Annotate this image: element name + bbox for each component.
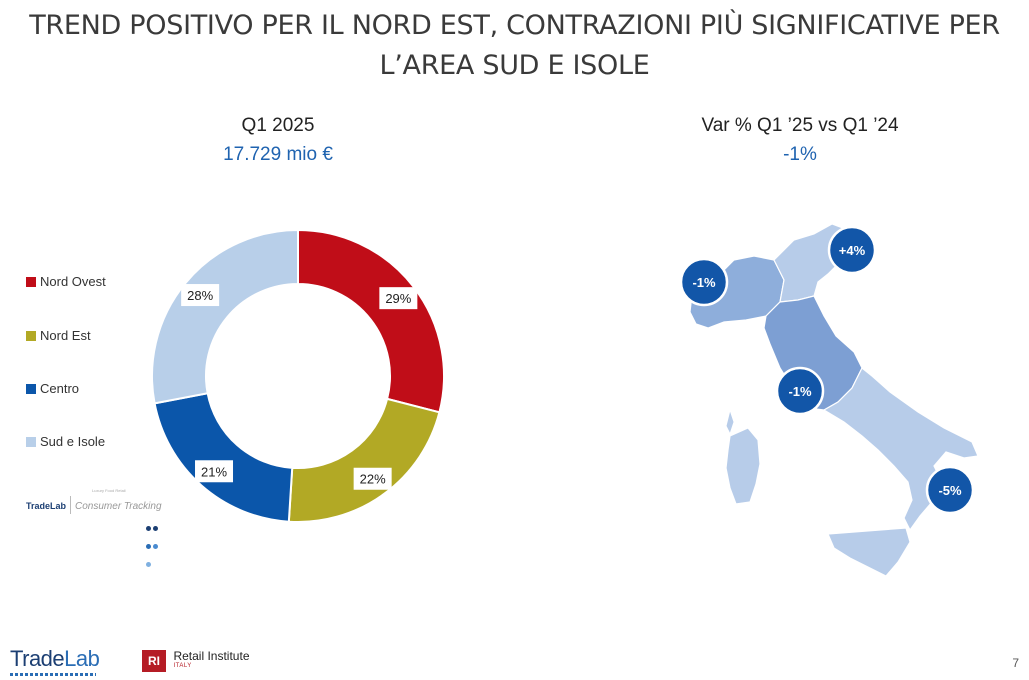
badge-label: +4% [839,243,866,258]
tradelab-dotted-underline [10,673,96,676]
slice-label-box [181,284,220,307]
slice-label-box [195,460,234,483]
legend-swatch [26,277,36,287]
badge-label: -1% [788,384,812,399]
legend-label: Centro [40,381,80,396]
legend-item-nord-est: Nord Est [26,328,91,343]
title-line-2: L’AREA SUD E ISOLE [379,50,650,81]
ri-mark: RI [142,650,166,672]
region-sud [822,367,979,532]
page-number: 7 [1012,656,1019,670]
map-badges: -1% +4% -1% -5% [679,225,975,515]
italy-regions [689,223,979,577]
legend-label: Nord Ovest [40,274,106,289]
slice-label: 22% [353,467,392,490]
badge-label: -1% [692,275,716,290]
slice-label: 28% [181,284,220,307]
slice-label-text: 22% [360,472,386,487]
legend-item-nord-ovest: Nord Ovest [26,274,106,289]
badge-circle [679,257,729,307]
legend-swatch [26,437,36,447]
badge-circle [827,225,877,275]
slice-label-text: 21% [201,464,227,479]
title-line-1: TREND POSITIVO PER IL NORD EST, CONTRAZI… [29,10,1000,41]
badge-circle [775,366,825,416]
legend-item-centro: Centro [26,381,79,396]
period-label: Q1 2025 [241,115,315,136]
source-logo: Luxury Food Retail TradeLab Consumer Trac… [26,488,162,567]
retail-institute-logo: RI Retail Institute ITALY [142,650,250,672]
region-corsica [725,408,735,436]
legend-label: Nord Est [40,328,91,343]
slice-label-text: 29% [385,291,411,306]
slice-label: 29% [379,287,418,310]
ri-name: Retail Institute [173,649,250,663]
tradelab-footer-logo: TradeLab [10,646,100,676]
italy-map: -1% +4% -1% -5% [679,223,979,577]
total-header: Q1 2025 17.729 mio € [178,112,378,170]
tradelab-wordmark: TradeLab [10,646,100,671]
badge-label: -5% [938,483,962,498]
source-logo-divider [70,496,72,514]
slice-label-text: 28% [187,288,213,303]
donut-slice-nord-ovest [297,228,445,414]
slice-label-box [353,467,392,490]
badge-nord-est: +4% [827,225,877,275]
slice-label-box [379,287,418,310]
badge-centro: -1% [775,366,825,416]
variation-header: Var % Q1 ’25 vs Q1 ’24 -1% [650,112,950,170]
legend-label: Sud e Isole [40,434,106,449]
region-sicilia [827,527,911,577]
source-logo-product: Consumer Tracking [75,501,162,512]
badge-circle [925,465,975,515]
total-value: 17.729 mio € [223,144,333,165]
region-sardegna [725,427,761,505]
badge-sud-e-isole: -5% [925,465,975,515]
legend-item-sud-e-isole: Sud e Isole [26,434,105,449]
ri-sub: ITALY [173,663,192,669]
source-logo-name: TradeLab [26,501,67,511]
donut-slice-nord-est [287,397,441,523]
slice-label: 21% [195,460,234,483]
legend-swatch [26,331,36,341]
donut-slice-sud-e-isole [151,228,299,405]
donut-chart: 29% 22% 21% 28% [151,228,445,523]
donut-slice-centro [153,392,294,523]
variation-value: -1% [783,144,817,165]
variation-label: Var % Q1 ’25 vs Q1 ’24 [701,115,899,136]
source-logo-dots [146,518,162,572]
source-logo-tagline: Luxury Food Retail [92,488,126,493]
badge-nord-ovest: -1% [679,257,729,307]
legend-swatch [26,384,36,394]
page-title: TREND POSITIVO PER IL NORD EST, CONTRAZI… [0,6,1029,86]
